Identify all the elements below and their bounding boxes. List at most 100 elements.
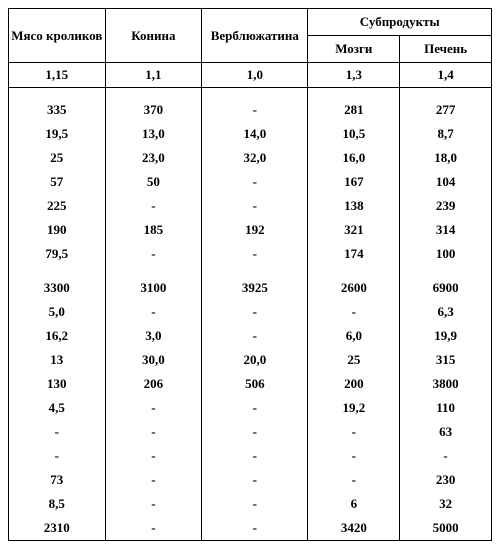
table-cell: 281 <box>308 98 400 122</box>
table-cell: - <box>308 420 400 444</box>
table-cell: 14,0 <box>202 122 308 146</box>
col-header-brains: Мозги <box>308 36 400 63</box>
spacer-cell <box>9 266 106 276</box>
table-cell: - <box>105 194 202 218</box>
table-cell: 370 <box>105 98 202 122</box>
table-cell: 130 <box>9 372 106 396</box>
table-cell: 13 <box>9 348 106 372</box>
table-cell: - <box>105 420 202 444</box>
table-row: 1,151,11,01,31,4 <box>9 63 492 88</box>
table-cell: 1,4 <box>400 63 492 88</box>
table-cell: - <box>308 300 400 324</box>
table-cell: 335 <box>9 98 106 122</box>
table-cell: - <box>202 170 308 194</box>
table-cell: - <box>105 300 202 324</box>
spacer-cell <box>400 88 492 99</box>
table-row: ----63 <box>9 420 492 444</box>
table-cell: 3,0 <box>105 324 202 348</box>
table-cell: 200 <box>308 372 400 396</box>
table-cell: 8,5 <box>9 492 106 516</box>
table-cell: 138 <box>308 194 400 218</box>
table-cell: 190 <box>9 218 106 242</box>
spacer-cell <box>202 266 308 276</box>
table-row: 1330,020,025315 <box>9 348 492 372</box>
table-cell: 230 <box>400 468 492 492</box>
table-cell: 3420 <box>308 516 400 541</box>
table-cell: 174 <box>308 242 400 266</box>
table-cell: 57 <box>9 170 106 194</box>
table-header: Мясо кроликов Конина Верблюжатина Субпро… <box>9 9 492 63</box>
table-cell: - <box>202 242 308 266</box>
table-row: 33003100392526006900 <box>9 276 492 300</box>
table-cell: 16,0 <box>308 146 400 170</box>
table-cell: 239 <box>400 194 492 218</box>
table-cell: 314 <box>400 218 492 242</box>
table-cell: - <box>105 242 202 266</box>
table-cell: 16,2 <box>9 324 106 348</box>
row-spacer <box>9 88 492 99</box>
table-cell: 23,0 <box>105 146 202 170</box>
table-cell: 321 <box>308 218 400 242</box>
table-cell: 277 <box>400 98 492 122</box>
table-cell: - <box>9 420 106 444</box>
table-cell: - <box>202 468 308 492</box>
table-row: 2523,032,016,018,0 <box>9 146 492 170</box>
table-cell: 225 <box>9 194 106 218</box>
spacer-cell <box>105 88 202 99</box>
table-row: 5750-167104 <box>9 170 492 194</box>
table-cell: 32 <box>400 492 492 516</box>
table-cell: - <box>105 396 202 420</box>
table-row: 335370-281277 <box>9 98 492 122</box>
table-cell: 18,0 <box>400 146 492 170</box>
spacer-cell <box>308 266 400 276</box>
table-cell: 13,0 <box>105 122 202 146</box>
table-row: 4,5--19,2110 <box>9 396 492 420</box>
table-cell: 315 <box>400 348 492 372</box>
col-header-camel: Верблюжатина <box>202 9 308 63</box>
nutrition-table: Мясо кроликов Конина Верблюжатина Субпро… <box>8 8 492 541</box>
table-cell: 6900 <box>400 276 492 300</box>
table-cell: - <box>202 492 308 516</box>
table-cell: 110 <box>400 396 492 420</box>
table-cell: 5,0 <box>9 300 106 324</box>
table-cell: 50 <box>105 170 202 194</box>
table-cell: 63 <box>400 420 492 444</box>
row-spacer <box>9 266 492 276</box>
table-row: 8,5--632 <box>9 492 492 516</box>
table-cell: 6,0 <box>308 324 400 348</box>
table-cell: - <box>105 516 202 541</box>
table-cell: - <box>9 444 106 468</box>
table-body: 1,151,11,01,31,4335370-28127719,513,014,… <box>9 63 492 541</box>
table-cell: 2600 <box>308 276 400 300</box>
table-cell: - <box>202 444 308 468</box>
table-cell: 8,7 <box>400 122 492 146</box>
table-cell: 25 <box>9 146 106 170</box>
table-cell: 10,5 <box>308 122 400 146</box>
table-cell: 1,1 <box>105 63 202 88</box>
table-cell: 19,5 <box>9 122 106 146</box>
col-header-horse: Конина <box>105 9 202 63</box>
spacer-cell <box>9 88 106 99</box>
spacer-cell <box>308 88 400 99</box>
table-cell: - <box>105 492 202 516</box>
table-cell: - <box>202 324 308 348</box>
table-cell: 6,3 <box>400 300 492 324</box>
table-cell: 1,3 <box>308 63 400 88</box>
table-cell: 1,15 <box>9 63 106 88</box>
table-cell: 506 <box>202 372 308 396</box>
spacer-cell <box>105 266 202 276</box>
col-header-liver: Печень <box>400 36 492 63</box>
table-row: 16,23,0-6,019,9 <box>9 324 492 348</box>
table-cell: - <box>202 194 308 218</box>
table-cell: 5000 <box>400 516 492 541</box>
table-cell: 30,0 <box>105 348 202 372</box>
table-row: 190185192321314 <box>9 218 492 242</box>
table-cell: - <box>105 468 202 492</box>
table-cell: - <box>308 468 400 492</box>
table-cell: 19,9 <box>400 324 492 348</box>
table-row: 1302065062003800 <box>9 372 492 396</box>
table-cell: 19,2 <box>308 396 400 420</box>
table-cell: 4,5 <box>9 396 106 420</box>
table-row: 79,5--174100 <box>9 242 492 266</box>
table-cell: 100 <box>400 242 492 266</box>
